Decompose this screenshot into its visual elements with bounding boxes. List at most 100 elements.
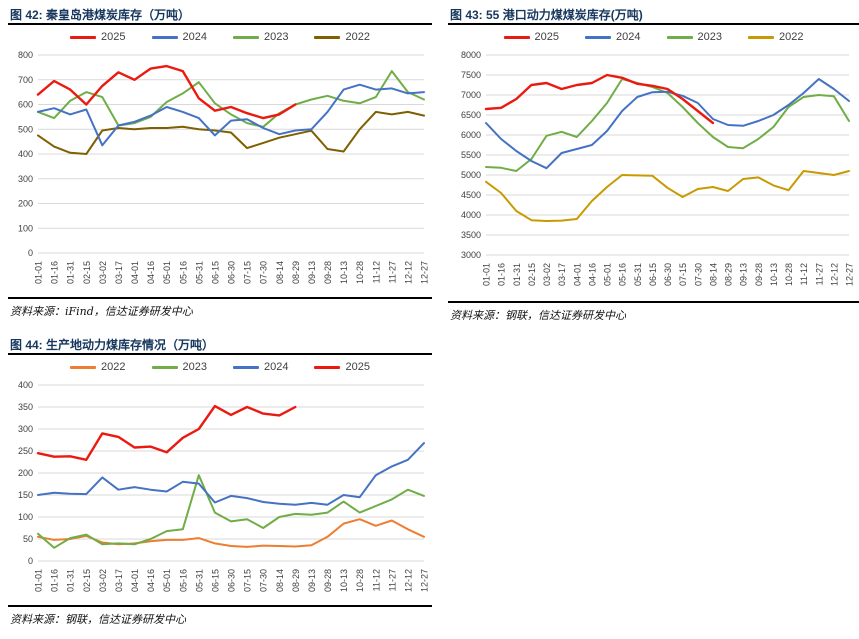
legend-swatch-2024: [233, 365, 259, 369]
x-axis-tick-label: 04-01: [130, 569, 140, 592]
legend-label-2024: 2024: [264, 361, 289, 373]
y-axis-tick-label: 500: [18, 124, 33, 134]
x-axis-tick-label: 07-30: [259, 569, 269, 592]
legend-label-2024: 2024: [616, 31, 641, 43]
figure-42-source: 资料来源：iFind，信达证券研发中心: [8, 297, 432, 319]
x-axis-tick-label: 01-16: [50, 569, 60, 592]
y-axis-tick-label: 3500: [461, 230, 481, 240]
figure-44-source: 资料来源：钢联，信达证券研发中心: [8, 605, 432, 627]
x-axis-tick-label: 01-01: [34, 261, 44, 284]
legend-swatch-2024: [151, 35, 178, 39]
x-axis-tick-label: 08-14: [275, 569, 285, 592]
x-axis-tick-label: 12-27: [845, 263, 855, 286]
legend-swatch-2024: [585, 35, 612, 39]
y-axis-tick-label: 150: [18, 490, 33, 500]
x-axis-tick-label: 12-12: [403, 569, 413, 592]
figure-44-legend: 2022 2023 2024 2025: [8, 355, 432, 379]
x-axis-tick-label: 05-31: [194, 569, 204, 592]
y-axis-tick-label: 100: [18, 223, 33, 233]
series-line-2022: [485, 170, 850, 222]
y-axis-tick-label: 100: [18, 512, 33, 522]
x-axis-tick-label: 05-16: [618, 263, 628, 286]
x-axis-tick-label: 12-27: [420, 261, 430, 284]
x-axis-tick-label: 07-30: [693, 263, 703, 286]
legend-swatch-2023: [151, 365, 178, 369]
x-axis-tick-label: 10-13: [339, 569, 349, 592]
legend-swatch-2025: [70, 35, 97, 39]
x-axis-tick-label: 04-01: [130, 261, 140, 284]
x-axis-tick-label: 03-17: [114, 261, 124, 284]
x-axis-tick-label: 04-01: [572, 263, 582, 286]
x-axis-tick-label: 05-31: [194, 261, 204, 284]
x-axis-tick-label: 10-13: [339, 261, 349, 284]
legend-label-2024: 2024: [182, 31, 207, 43]
x-axis-tick-label: 10-13: [769, 263, 779, 286]
x-axis-tick-label: 11-27: [814, 263, 824, 285]
x-axis-tick-label: 07-15: [243, 261, 253, 284]
legend-label-2022: 2022: [101, 361, 126, 373]
legend-swatch-2025: [314, 365, 341, 369]
x-axis-tick-label: 12-12: [829, 263, 839, 286]
x-axis-tick-label: 04-16: [587, 263, 597, 286]
legend-item-2023: 2023: [233, 31, 288, 43]
y-axis-tick-label: 350: [18, 402, 33, 412]
legend-swatch-2022: [314, 35, 341, 39]
x-axis-tick-label: 11-12: [371, 261, 381, 283]
figure-44-line-chart: 0 50 100 150 200 250 300 350 400 01-01 01-16 01-31 0…: [18, 380, 430, 592]
y-axis-tick-label: 0: [28, 248, 33, 258]
x-axis-tick-label: 03-02: [98, 261, 108, 284]
figure-43-legend: 2025 2024 2023 2022: [448, 25, 859, 49]
y-axis-tick-label: 300: [18, 424, 33, 434]
series-line-2023: [485, 78, 850, 172]
series-line-2025: [36, 64, 297, 120]
x-axis-tick-label: 03-17: [114, 569, 124, 592]
x-axis-tick-label: 09-28: [754, 263, 764, 286]
x-axis-tick-label: 09-13: [307, 261, 317, 284]
y-axis-tick-label: 5000: [461, 170, 481, 180]
legend-item-2024: 2024: [585, 31, 641, 43]
legend-label-2023: 2023: [182, 361, 207, 373]
legend-swatch-2023: [233, 35, 259, 39]
x-axis-tick-label: 10-28: [355, 261, 365, 284]
y-axis-tick-label: 4000: [461, 210, 481, 220]
x-axis-tick-label: 11-27: [387, 569, 397, 591]
y-axis-tick-label: 7500: [461, 70, 481, 80]
x-axis-tick-label: 06-15: [210, 569, 220, 592]
x-axis-tick-label: 05-01: [162, 569, 172, 592]
series-line-2024: [37, 83, 425, 147]
legend-label-2023: 2023: [264, 31, 289, 43]
legend-item-2022: 2022: [314, 31, 370, 43]
legend-item-2024: 2024: [233, 361, 288, 373]
x-axis-tick-label: 09-28: [323, 569, 333, 592]
legend-label-2022: 2022: [345, 31, 370, 43]
y-axis-tick-label: 7000: [461, 90, 481, 100]
legend-item-2025: 2025: [503, 31, 560, 43]
figure-43-line-chart: 3000 3500 4000 4500 5000 5500 6000 6500 7000 7500…: [461, 50, 855, 286]
series-line-2025: [484, 73, 715, 125]
x-axis-tick-label: 05-01: [162, 261, 172, 284]
x-axis-tick-label: 03-17: [557, 263, 567, 286]
legend-label-2022: 2022: [778, 31, 804, 43]
x-axis-tick-label: 09-28: [323, 261, 333, 284]
x-axis-tick-label: 03-02: [98, 569, 108, 592]
figure-43-source: 资料来源：钢联，信达证券研发中心: [448, 301, 859, 323]
x-axis-tick-label: 10-28: [355, 569, 365, 592]
legend-swatch-2023: [666, 35, 693, 39]
figure-42-line-chart: 0 100 200 300 400 500 600 700 800 01-01 01-16 01-31…: [18, 50, 430, 284]
legend-item-2025: 2025: [314, 361, 370, 373]
x-axis-tick-label: 06-30: [227, 569, 237, 592]
x-axis-tick-label: 10-28: [784, 263, 794, 286]
x-axis-tick-label: 12-12: [403, 261, 413, 284]
y-axis-tick-label: 5500: [461, 150, 481, 160]
x-axis-tick-label: 08-14: [708, 263, 718, 286]
x-axis-tick-label: 11-12: [371, 569, 381, 591]
y-axis-tick-label: 200: [18, 199, 33, 209]
y-axis-tick-label: 200: [18, 468, 33, 478]
legend-label-2025: 2025: [534, 31, 560, 43]
y-axis-tick-label: 4500: [461, 190, 481, 200]
legend-label-2023: 2023: [697, 31, 722, 43]
x-axis-tick-label: 02-15: [82, 569, 92, 592]
figure-43-panel: 图 43: 55 港口动力煤煤炭库存(万吨) 2025 2024 2023 2022 …: [448, 4, 859, 326]
series-line-2023: [37, 474, 425, 549]
